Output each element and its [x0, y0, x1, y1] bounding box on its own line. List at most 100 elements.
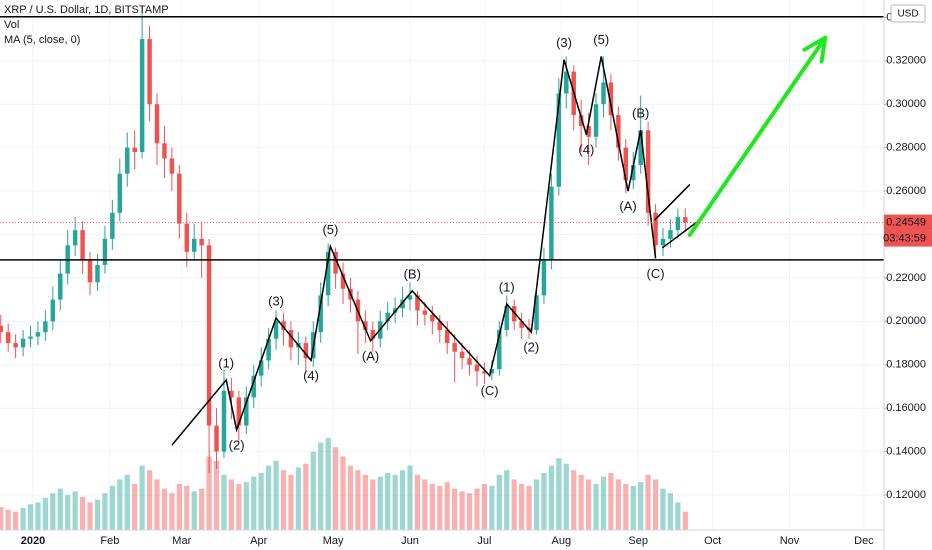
candle-body [415, 295, 420, 311]
candle-body [482, 371, 487, 374]
volume-bar [176, 484, 182, 530]
candle-body [616, 115, 621, 148]
volume-bar [184, 485, 190, 530]
wave-label: (B) [632, 106, 649, 121]
candle-body [117, 173, 123, 213]
x-tick-label: Jul [477, 535, 491, 547]
volume-bar [221, 474, 227, 530]
volume-bar [94, 499, 101, 530]
volume-bar [392, 474, 398, 530]
volume-bar [585, 479, 592, 530]
candle-body [340, 273, 346, 289]
candle-body [258, 360, 264, 376]
volume-bar [280, 470, 287, 530]
volume-bar [667, 493, 674, 530]
wave-label: (C) [647, 266, 665, 281]
x-tick-label: Dec [854, 535, 874, 547]
volume-bar [556, 458, 562, 530]
indicator-label: Vol [4, 19, 19, 31]
candle-body [467, 358, 472, 365]
forecast-arrow [687, 35, 828, 237]
volume-bar [295, 467, 301, 530]
volume-bar [132, 484, 138, 530]
arrow-head [802, 35, 828, 64]
candle-body [162, 143, 167, 159]
volume-bar [57, 488, 63, 530]
candle-body [385, 312, 390, 322]
volume-bar [638, 482, 644, 530]
volume-bar [325, 438, 331, 530]
candle-body [452, 343, 457, 352]
volume-bar [169, 493, 175, 530]
candle-body [110, 212, 115, 239]
candle-body [370, 330, 376, 339]
candle-body [199, 238, 204, 246]
candle-body [325, 251, 331, 296]
candle-body [244, 397, 249, 426]
candle-body [221, 390, 227, 452]
volume-bar [109, 485, 115, 530]
volume-bar [199, 488, 205, 530]
volume-bar [139, 465, 145, 530]
wave-label: (2) [523, 340, 539, 355]
candle-body [266, 338, 271, 361]
volume-bar [318, 442, 324, 530]
volume-bar [481, 484, 488, 530]
volume-bar [504, 470, 510, 530]
volume-bar [303, 463, 309, 530]
volume-bar [489, 485, 495, 530]
y-tick-label: 0.16000 [886, 402, 926, 414]
candle-body [13, 343, 18, 348]
candle-body [288, 330, 294, 348]
x-tick-label: 2020 [21, 535, 45, 547]
volume-bar [228, 479, 235, 530]
wave-line [171, 56, 657, 446]
volume-bar [660, 488, 666, 530]
volume-bar [213, 461, 220, 530]
volume-bar [548, 465, 554, 530]
candle-body [184, 223, 190, 252]
candle-body [601, 82, 606, 105]
volume-layer [0, 438, 688, 530]
volume-bar [20, 507, 26, 530]
y-tick-label: 0.30000 [886, 98, 926, 110]
volume-bar [191, 491, 197, 530]
volume-bar [563, 463, 569, 530]
candle-body [43, 321, 48, 333]
candle-body [102, 238, 108, 265]
volume-bar [385, 472, 391, 530]
candle-body [437, 321, 442, 331]
candle-body [474, 364, 480, 372]
candle-body [489, 369, 495, 374]
volume-bar [117, 479, 123, 530]
volume-bar [682, 511, 688, 530]
candle-body [72, 230, 78, 246]
volume-bar [600, 476, 607, 530]
y-tick-label: 0.32000 [886, 55, 926, 67]
x-tick-label: Mar [172, 535, 191, 547]
candle-body [422, 310, 428, 315]
wave-label: (A) [619, 199, 636, 214]
x-tick-label: Apr [250, 535, 267, 547]
volume-bar [273, 461, 279, 530]
candle-body [683, 217, 688, 223]
candle-body [549, 186, 554, 261]
currency-button[interactable] [890, 4, 926, 23]
symbol-title: XRP / U.S. Dollar, 1D, BITSTAMP [4, 4, 169, 16]
candle-body [154, 104, 160, 144]
volume-bar [206, 456, 212, 530]
candle-body [318, 295, 323, 333]
drawings: (1) (2) (3) (4) (5) (A) (B) (C) (1) (2) (3) (4) (5) (… [0, 15, 884, 452]
candle-body [139, 39, 145, 152]
candle-body [251, 375, 256, 398]
volume-bar [593, 484, 599, 530]
wave-label: (3) [556, 35, 572, 50]
volume-bar [474, 488, 480, 530]
currency-label[interactable]: USD [897, 9, 918, 20]
candle-body [430, 314, 435, 322]
candle-body [541, 260, 547, 296]
x-tick-label: Aug [551, 535, 571, 547]
candle-body [497, 330, 502, 370]
x-tick-label: Nov [780, 535, 800, 547]
